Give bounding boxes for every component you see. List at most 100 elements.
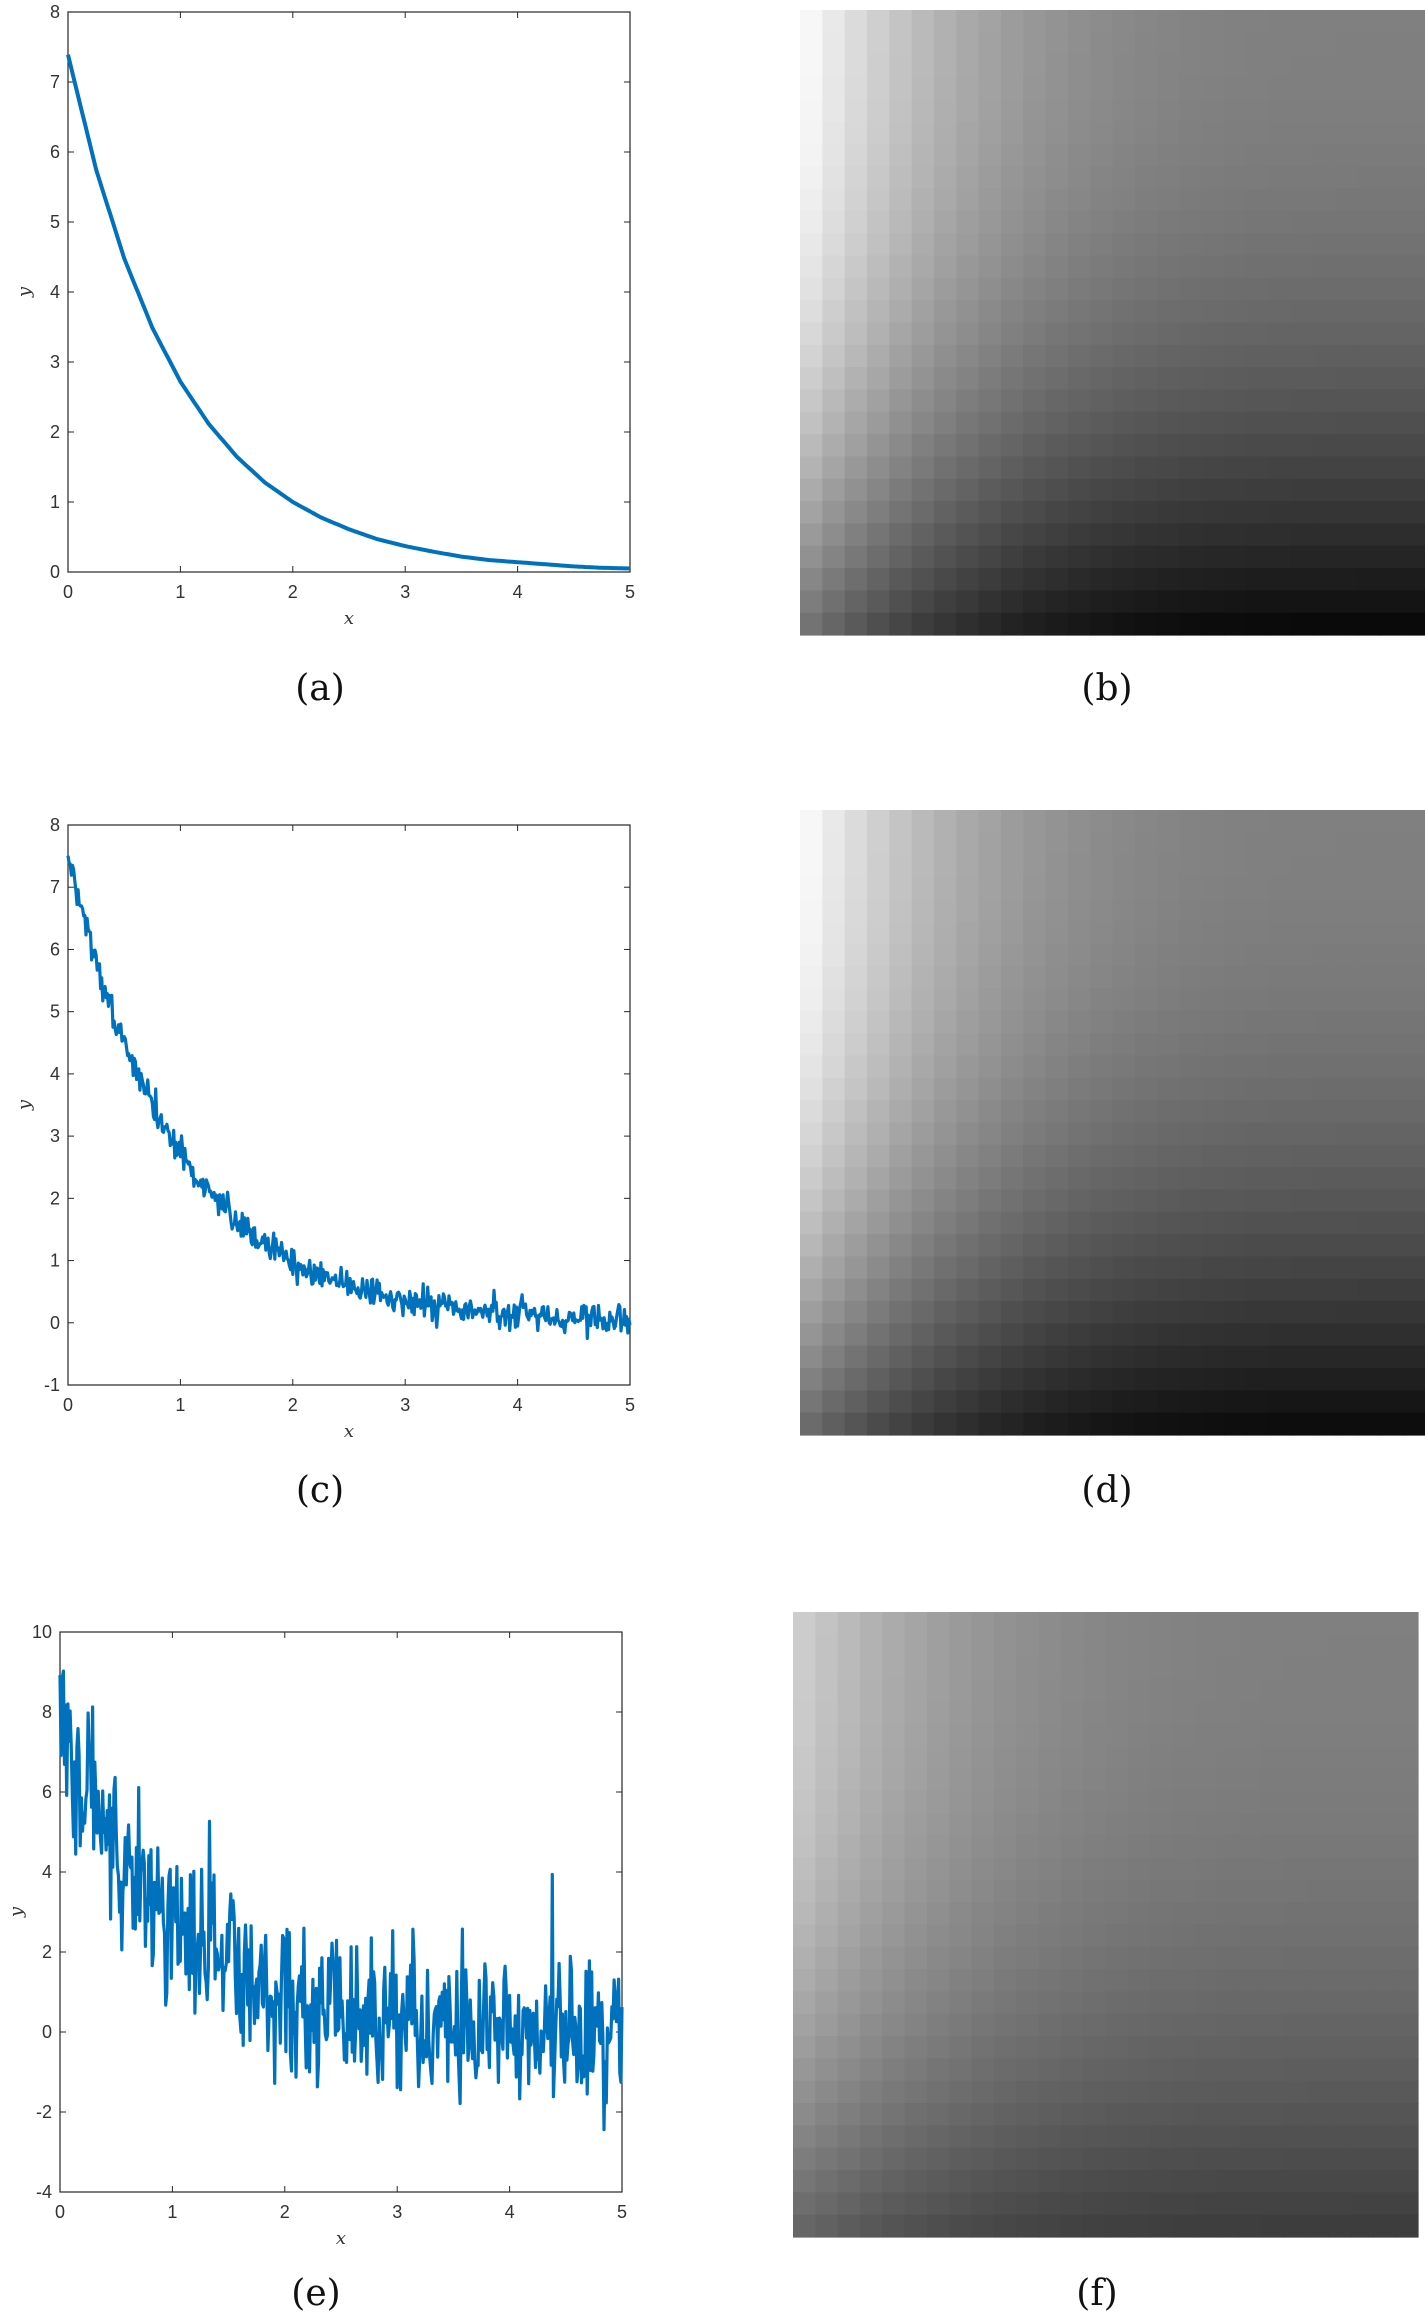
heatmap-cell	[956, 478, 980, 502]
heatmap-cell	[1358, 456, 1381, 480]
heatmap-cell	[1023, 1100, 1047, 1124]
heatmap-cell	[1358, 590, 1381, 614]
heatmap-cell	[844, 1368, 868, 1391]
heatmap-cell	[1291, 434, 1314, 458]
heatmap-cell	[1291, 344, 1314, 368]
x-tick-label: 3	[400, 582, 410, 602]
heatmap-cell	[1402, 121, 1425, 145]
heatmap-cell	[1000, 1345, 1024, 1369]
heatmap-cell	[1090, 300, 1114, 324]
heatmap-cell	[1038, 1612, 1062, 1635]
heatmap-cell	[1045, 1390, 1069, 1414]
heatmap-cell	[844, 1278, 868, 1302]
heatmap-cell	[904, 1768, 928, 1792]
heatmap-cell	[822, 1122, 846, 1146]
heatmap-cell	[1358, 1144, 1381, 1168]
heatmap-cell	[1023, 143, 1047, 167]
heatmap-cell	[1067, 1033, 1091, 1057]
heatmap-cell	[815, 2058, 839, 2082]
heatmap-cell	[1157, 210, 1181, 234]
heatmap-cell	[889, 612, 913, 636]
heatmap-cell	[1090, 876, 1114, 900]
heatmap-cell	[800, 389, 823, 413]
heatmap-cell	[1157, 478, 1181, 502]
heatmap-cell	[933, 876, 957, 900]
heatmap-cell	[1105, 2125, 1129, 2149]
heatmap-cell	[1268, 54, 1292, 78]
heatmap-cell	[1016, 1857, 1040, 1881]
heatmap-cell	[1157, 612, 1181, 636]
heatmap-cell	[1179, 210, 1203, 234]
heatmap-cell	[1172, 1678, 1196, 1702]
heatmap-cell	[1038, 1879, 1062, 1903]
heatmap-cell	[889, 1189, 913, 1213]
heatmap-cell	[1358, 411, 1381, 435]
heatmap-cell	[1239, 2058, 1263, 2082]
heatmap-cell	[1351, 2103, 1374, 2126]
heatmap-cell	[882, 2103, 906, 2126]
heatmap-cell	[1358, 966, 1381, 990]
heatmap-cell	[1157, 568, 1181, 591]
heatmap-cell	[1224, 1278, 1248, 1302]
heatmap-cell	[1380, 255, 1404, 279]
heatmap-cell	[1358, 1100, 1381, 1124]
heatmap-cell	[904, 1701, 928, 1725]
heatmap-cell	[866, 367, 890, 391]
heatmap-cell	[993, 1924, 1017, 1948]
heatmap-cell	[971, 1656, 995, 1680]
heatmap-cell	[911, 99, 935, 123]
heatmap-cell	[1217, 1946, 1241, 1970]
heatmap-cell	[1045, 255, 1069, 279]
heatmap-cell	[1201, 367, 1225, 391]
heatmap-cell	[978, 300, 1002, 324]
heatmap-cell	[978, 478, 1002, 502]
heatmap-cell	[1373, 2058, 1397, 2082]
heatmap-cell	[1194, 1768, 1218, 1792]
heatmap-cell	[1157, 1010, 1181, 1034]
heatmap-cell	[971, 2125, 995, 2149]
heatmap-cell	[1246, 76, 1270, 100]
heatmap-cell	[1335, 255, 1359, 279]
heatmap-cell	[1201, 1256, 1225, 1280]
heatmap-cell	[1067, 344, 1091, 368]
heatmap-cell	[1402, 277, 1425, 301]
heatmap-cell	[1067, 1189, 1091, 1213]
heatmap-cell	[1224, 255, 1248, 279]
heatmap-cell	[904, 2080, 928, 2104]
heatmap-cell	[1284, 2147, 1307, 2171]
heatmap-cell	[1358, 1301, 1381, 1324]
heatmap-cell	[911, 523, 935, 547]
heatmap-cell	[1000, 568, 1024, 591]
heatmap-cell	[889, 854, 913, 878]
heatmap-cell	[933, 854, 957, 878]
heatmap-cell	[956, 966, 980, 990]
heatmap-cell	[1067, 411, 1091, 435]
heatmap-cell	[1083, 2214, 1107, 2238]
heatmap-cell	[1335, 545, 1359, 569]
heatmap-cell	[1239, 1790, 1263, 1814]
heatmap-cell	[822, 966, 846, 990]
heatmap-cell	[1060, 1656, 1084, 1680]
heatmap-cell	[1023, 99, 1047, 123]
heatmap-cell	[1291, 810, 1314, 833]
heatmap-cell	[1016, 1768, 1040, 1792]
heatmap-cell	[1306, 2103, 1330, 2126]
heatmap-cell	[1060, 1745, 1084, 1769]
heatmap-cell	[1291, 832, 1314, 856]
heatmap-cell	[956, 1412, 980, 1436]
heatmap-cell	[822, 1100, 846, 1124]
heatmap-cell	[904, 1678, 928, 1702]
heatmap-cell	[1261, 1991, 1285, 2015]
heatmap-cell	[793, 1991, 816, 2015]
heatmap-cell	[1038, 2170, 1062, 2193]
heatmap-cell	[1395, 2125, 1419, 2149]
heatmap-cell	[1373, 1835, 1397, 1859]
heatmap-cell	[866, 143, 890, 167]
heatmap-cell	[993, 2080, 1017, 2104]
heatmap-cell	[1358, 612, 1381, 636]
heatmap-cell	[1194, 1656, 1218, 1680]
y-tick-label: 6	[50, 142, 60, 162]
heatmap-cell	[1380, 501, 1404, 524]
heatmap-cell	[1291, 233, 1314, 257]
heatmap-cell	[949, 1723, 973, 1747]
